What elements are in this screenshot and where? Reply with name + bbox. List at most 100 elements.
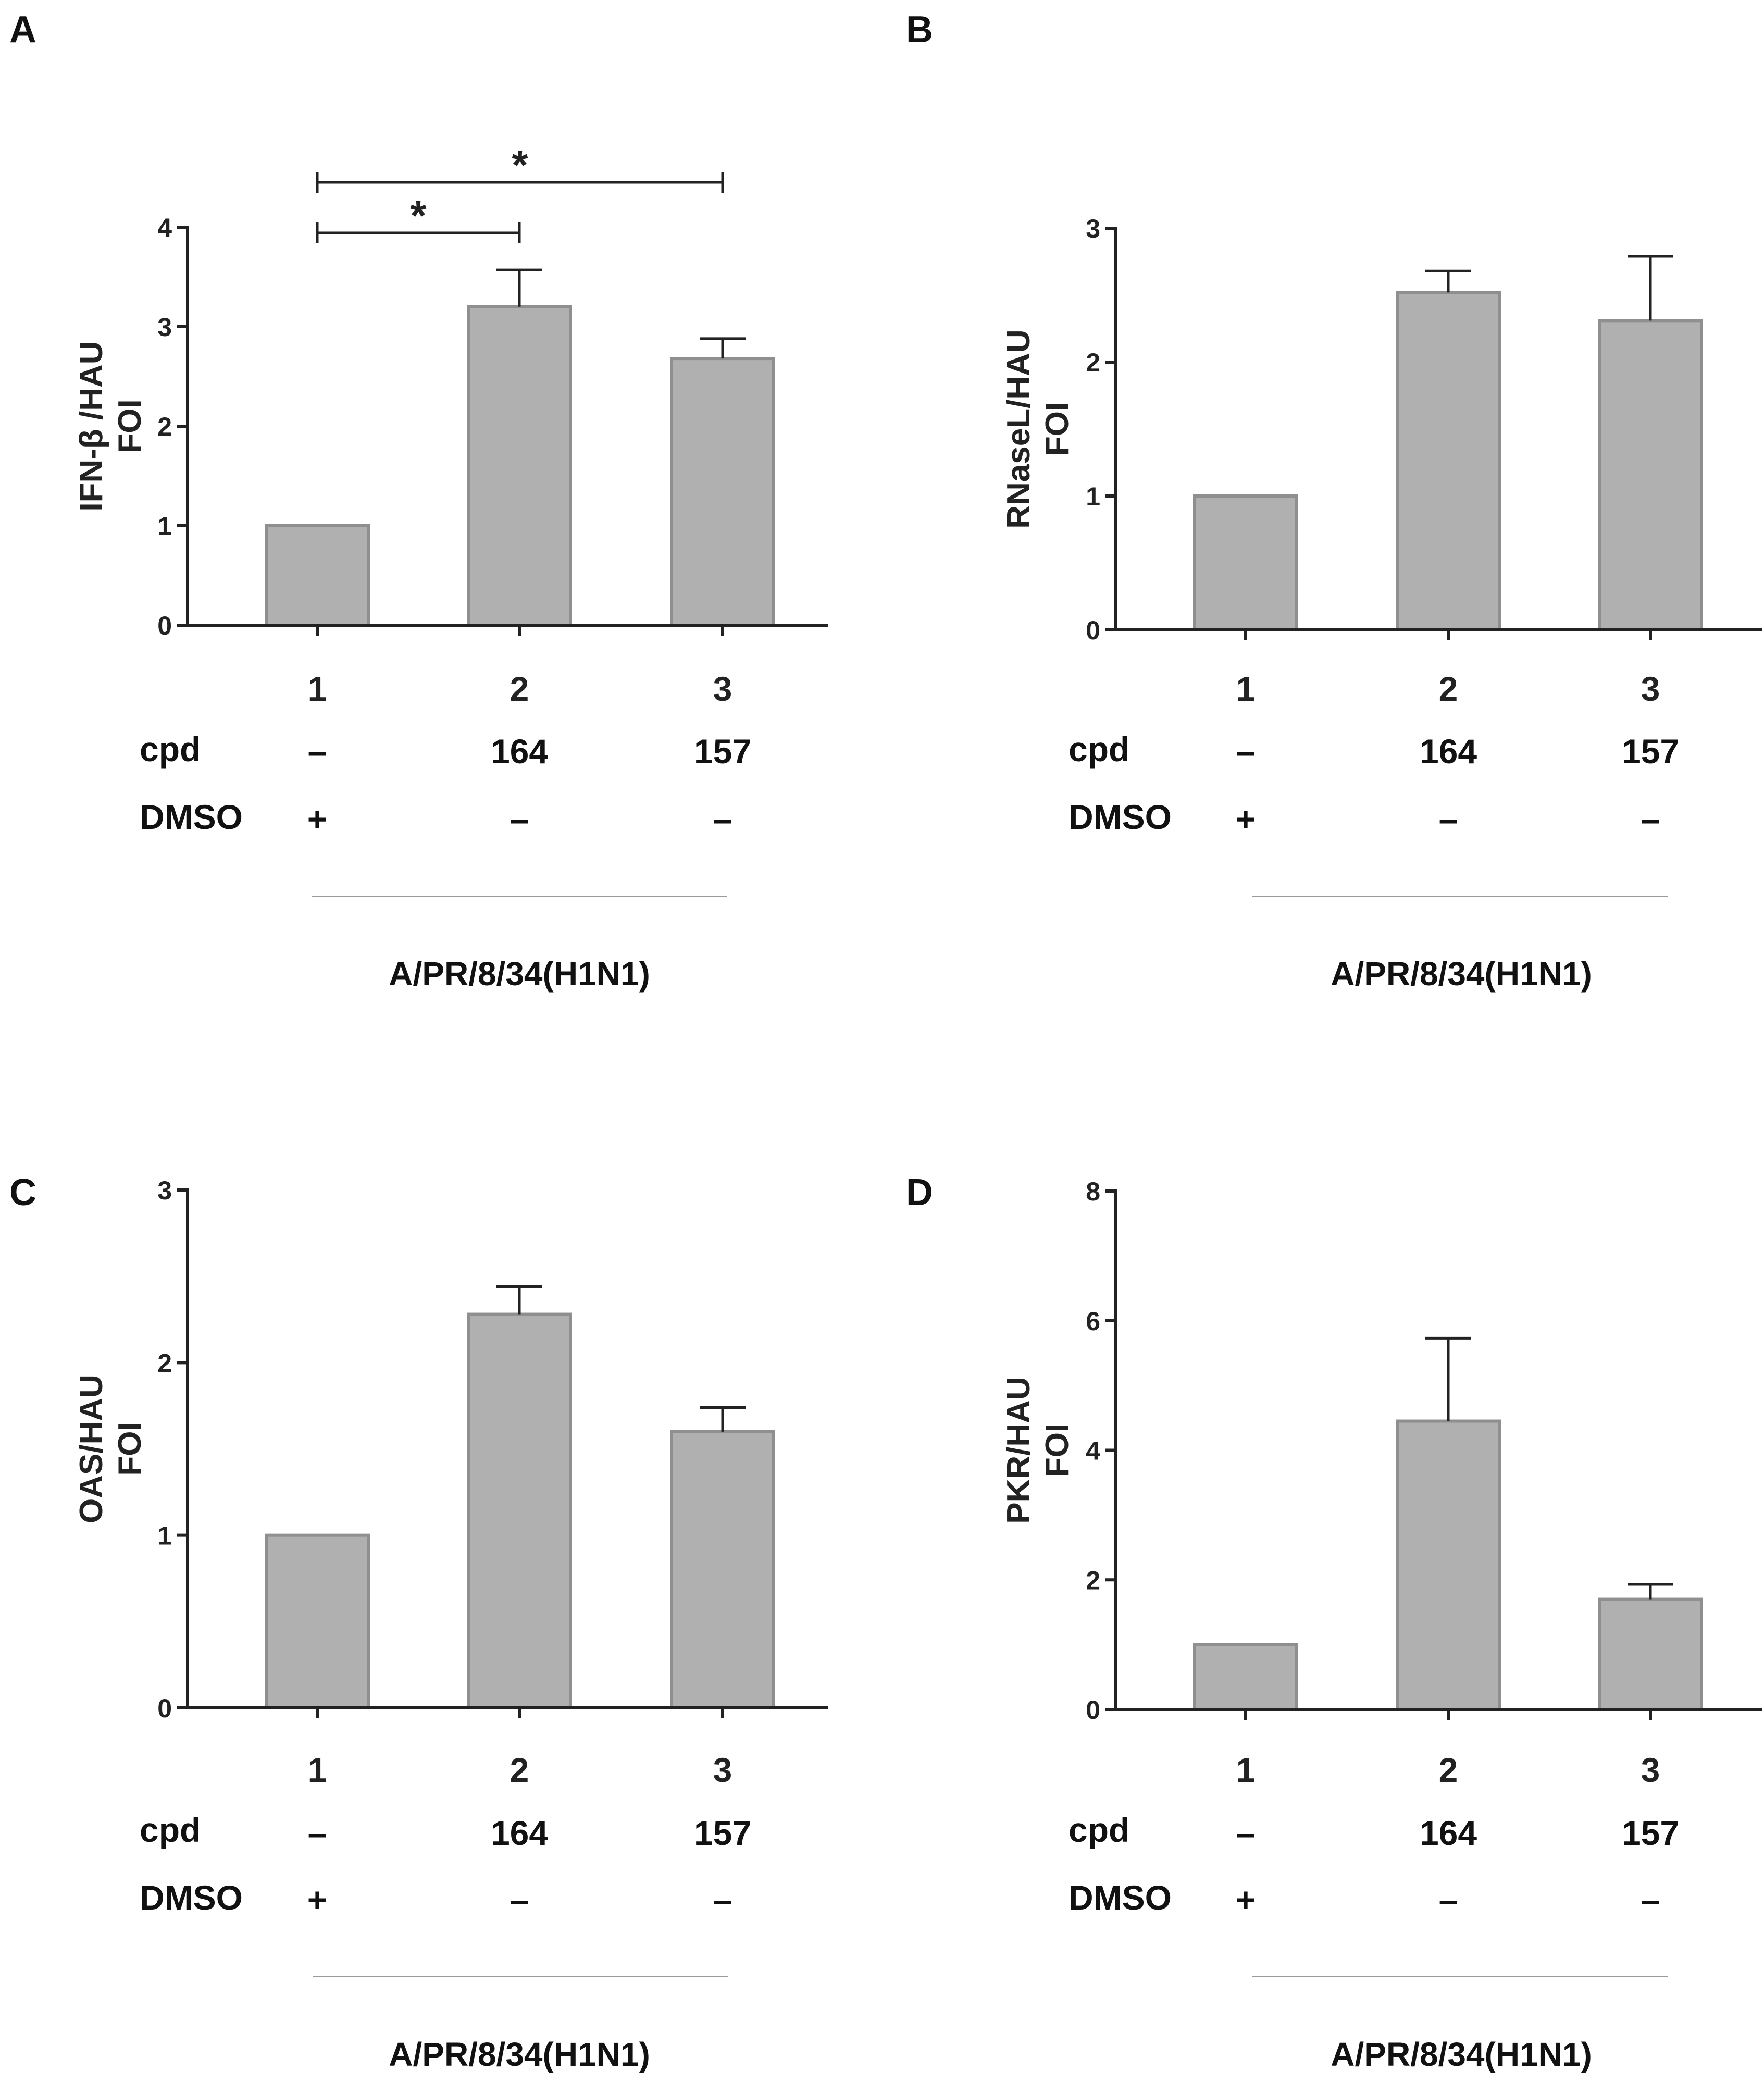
bar-1: [1193, 494, 1298, 631]
x-tick-label: 1: [1236, 670, 1256, 708]
y-tick-label: 2: [157, 412, 172, 441]
y-tick-label: 3: [157, 1176, 172, 1205]
cpd-value-3: 157: [693, 1814, 752, 1852]
dmso-value-3: –: [1641, 800, 1660, 838]
panel-c: C 0 1 2 3 1 2 3 OAS/HAU FOI cpd DMSO – 164 157 +…: [0, 1041, 882, 2082]
y-axis-label: FOI: [1039, 1423, 1075, 1477]
bar-chart-oas: 0 1 2 3 1 2 3 OAS/HAU FOI: [73, 1176, 828, 1789]
bar-2: [467, 305, 572, 627]
x-tick-label: 3: [713, 1751, 732, 1789]
virus-divider: [1252, 1976, 1668, 1977]
y-tick-label: 3: [1086, 214, 1100, 243]
bar-1: [1193, 1643, 1298, 1711]
x-tick-label: 3: [1641, 670, 1660, 708]
cpd-value-1: –: [1236, 732, 1256, 771]
cpd-value-3: 157: [1621, 732, 1680, 771]
y-tick-label: 1: [157, 512, 172, 541]
dmso-value-1: +: [1235, 1880, 1256, 1919]
dmso-value-2: –: [510, 1880, 529, 1919]
cpd-row-label: cpd: [1069, 1811, 1130, 1849]
dmso-value-3: –: [713, 1880, 732, 1919]
y-tick-label: 1: [1086, 482, 1100, 511]
bar-2: [1396, 291, 1501, 631]
dmso-value-3: –: [1641, 1880, 1660, 1919]
y-tick-label: 3: [157, 313, 172, 342]
y-axis-label: FOI: [1039, 402, 1075, 456]
significance-asterisk: *: [410, 192, 427, 239]
bar-3: [670, 1430, 775, 1709]
cpd-value-2: 164: [490, 1814, 549, 1852]
cpd-value-1: –: [307, 732, 327, 771]
y-axis-label: FOI: [112, 399, 148, 453]
virus-label: A/PR/8/34(H1N1): [1331, 2036, 1592, 2073]
cpd-value-2: 164: [490, 732, 549, 771]
virus-divider: [313, 1976, 728, 1977]
cpd-value-3: 157: [1621, 1814, 1680, 1852]
bar-chart-rnasel: 0 1 2 3 1 2 3 RNaseL/HAU FOI: [1001, 214, 1762, 708]
y-tick-label: 2: [157, 1348, 172, 1378]
bar-3: [1598, 1597, 1703, 1711]
panel-letter: D: [906, 1172, 933, 1213]
dmso-row-label: DMSO: [140, 798, 243, 836]
bar-1: [265, 1533, 370, 1710]
y-tick-label: 0: [157, 611, 172, 640]
dmso-row-label: DMSO: [1069, 1878, 1172, 1917]
bar-3: [670, 357, 775, 627]
y-tick-label: 4: [157, 213, 172, 242]
cpd-value-1: –: [1236, 1814, 1256, 1852]
y-tick-label: 2: [1086, 348, 1100, 377]
x-tick-label: 3: [713, 670, 732, 708]
cpd-value-1: –: [307, 1814, 327, 1852]
cpd-value-2: 164: [1419, 1814, 1477, 1852]
bar-chart-pkr: 0 2 4 6 8 1 2 3 PKR/HAU FOI: [1001, 1177, 1762, 1789]
panel-letter: A: [9, 9, 36, 51]
cpd-value-2: 164: [1419, 732, 1477, 771]
y-tick-label: 8: [1086, 1177, 1100, 1206]
x-tick-label: 2: [1439, 1751, 1458, 1789]
bar-1: [265, 524, 370, 627]
y-axis-label: PKR/HAU: [1001, 1377, 1037, 1523]
y-tick-label: 0: [157, 1694, 172, 1723]
y-tick-label: 1: [157, 1521, 172, 1551]
y-axis-label: RNaseL/HAU: [1001, 329, 1037, 528]
x-tick-label: 2: [1439, 670, 1458, 708]
panel-b: B 0 1 2 3 1 2 3 RNaseL/HAU FOI cpd DMSO – 164 15…: [882, 0, 1764, 1041]
dmso-value-1: +: [307, 1880, 328, 1919]
cpd-row-label: cpd: [140, 730, 201, 769]
dmso-value-2: –: [1438, 1880, 1458, 1919]
y-tick-label: 2: [1086, 1566, 1100, 1595]
dmso-value-1: +: [307, 800, 328, 838]
y-tick-label: 0: [1086, 1695, 1100, 1725]
virus-label: A/PR/8/34(H1N1): [1331, 955, 1592, 993]
virus-label: A/PR/8/34(H1N1): [389, 2036, 650, 2073]
x-tick-label: 1: [308, 1751, 327, 1789]
cpd-row-label: cpd: [140, 1811, 201, 1849]
dmso-row-label: DMSO: [1069, 798, 1172, 836]
bar-chart-ifn-beta: 0 1 2 3 4 1 2 3 IFN-β /HAU FOI * *: [73, 142, 828, 708]
virus-divider: [312, 896, 727, 897]
dmso-row-label: DMSO: [140, 1878, 243, 1917]
cpd-value-3: 157: [693, 732, 752, 771]
bar-3: [1598, 319, 1703, 631]
y-tick-label: 0: [1086, 616, 1100, 645]
dmso-value-2: –: [1438, 800, 1458, 838]
dmso-value-1: +: [1235, 800, 1256, 838]
y-axis-label: FOI: [112, 1422, 148, 1476]
panel-d: D 0 2 4 6 8 1 2 3 PKR/HAU FOI cpd DMSO – 164 157 …: [882, 1041, 1764, 2082]
virus-divider: [1252, 896, 1668, 897]
panel-letter: C: [9, 1172, 36, 1213]
y-tick-label: 4: [1086, 1436, 1100, 1466]
x-tick-label: 1: [308, 670, 327, 708]
virus-label: A/PR/8/34(H1N1): [389, 955, 650, 993]
panel-a: A 0 1 2 3 4 1 2 3 IFN-β /HAU FOI * * cpd DMSO – 164…: [0, 0, 882, 1041]
panel-letter: B: [906, 9, 933, 51]
bar-2: [467, 1312, 572, 1709]
cpd-row-label: cpd: [1069, 730, 1130, 769]
x-tick-label: 2: [510, 1751, 529, 1789]
x-tick-label: 3: [1641, 1751, 1660, 1789]
significance-asterisk: *: [512, 142, 528, 188]
y-axis-label: OAS/HAU: [73, 1374, 109, 1523]
x-tick-label: 2: [510, 670, 529, 708]
bar-2: [1396, 1419, 1501, 1711]
y-tick-label: 6: [1086, 1307, 1100, 1336]
